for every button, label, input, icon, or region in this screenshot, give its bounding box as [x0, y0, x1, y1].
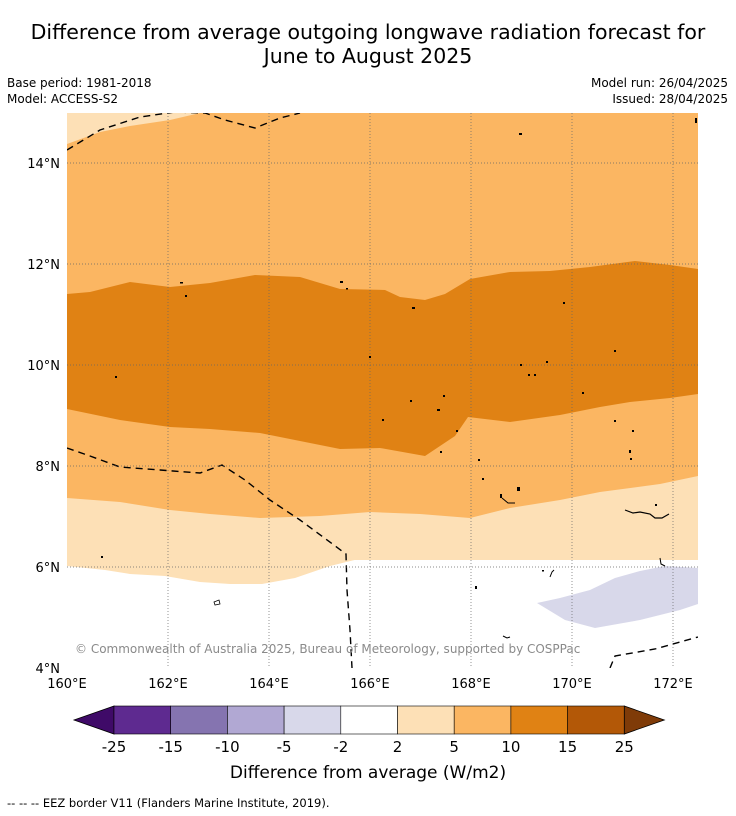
lon-axis: 160°E 162°E 164°E 166°E 168°E 170°E 172°… [47, 677, 693, 692]
lat-tick: 12°N [27, 258, 60, 273]
colorbar-tick: 25 [615, 738, 634, 756]
map-title: Difference from average outgoing longwav… [0, 20, 736, 68]
lon-tick: 170°E [552, 677, 592, 692]
band-10-15 [67, 261, 698, 456]
meta-right: Model run: 26/04/2025 Issued: 28/04/2025 [591, 75, 728, 107]
lat-tick: 4°N [36, 662, 61, 677]
colorbar-tick: 5 [449, 738, 459, 756]
colorbar-swatch [113, 705, 172, 735]
title-line-2: June to August 2025 [263, 44, 473, 68]
eez-border-lines [67, 113, 698, 668]
lon-tick: 172°E [653, 677, 693, 692]
lat-tick: 8°N [36, 460, 61, 475]
band-neg-5-2 [537, 566, 698, 628]
lat-tick: 14°N [27, 157, 60, 172]
colorbar-extend-high [623, 705, 666, 735]
colorbar-tick: -15 [158, 738, 183, 756]
meta-left: Base period: 1981-2018 Model: ACCESS-S2 [7, 75, 152, 107]
colorbar-tick: -25 [102, 738, 127, 756]
lon-tick: 162°E [148, 677, 188, 692]
model-run: Model run: 26/04/2025 [590, 76, 728, 90]
lat-tick: 10°N [27, 359, 60, 374]
map-area: © Commonwealth of Australia 2025, Bureau… [67, 113, 698, 668]
colorbar-swatch [453, 705, 512, 735]
islands [101, 118, 697, 639]
colorbar-tick: -5 [277, 738, 292, 756]
colorbar-tick: 15 [558, 738, 577, 756]
colorbar-swatch [567, 705, 625, 735]
lon-tick: 166°E [350, 677, 390, 692]
lon-tick: 160°E [47, 677, 87, 692]
colorbar-swatch [283, 705, 342, 735]
colorbar-tick: 2 [393, 738, 403, 756]
colorbar-swatch [340, 705, 398, 735]
lat-axis: 14°N 12°N 10°N 8°N 6°N 4°N [27, 157, 60, 677]
lon-tick: 164°E [249, 677, 289, 692]
colorbar-swatch [510, 705, 568, 735]
colorbar-label: Difference from average (W/m2) [230, 763, 506, 783]
colorbar-swatch [170, 705, 228, 735]
issued-date: Issued: 28/04/2025 [612, 92, 728, 106]
gridlines [67, 113, 698, 668]
lat-tick: 6°N [36, 561, 61, 576]
colorbar: -25 -15 -10 -5 -2 2 5 10 15 25 [72, 705, 666, 756]
colorbar-swatch [227, 705, 285, 735]
eez-footnote: -- -- -- EEZ border V11 (Flanders Marine… [7, 796, 330, 810]
colorbar-extend-low [72, 705, 115, 735]
lon-tick: 168°E [451, 677, 491, 692]
base-period: Base period: 1981-2018 [7, 76, 152, 90]
colorbar-tick: 10 [501, 738, 520, 756]
colorbar-tick: -2 [333, 738, 348, 756]
title-line-1: Difference from average outgoing longwav… [30, 20, 706, 44]
model-name: Model: ACCESS-S2 [7, 92, 119, 106]
copyright-notice: © Commonwealth of Australia 2025, Bureau… [75, 642, 580, 656]
colorbar-tick: -10 [215, 738, 240, 756]
colorbar-swatch [397, 705, 455, 735]
